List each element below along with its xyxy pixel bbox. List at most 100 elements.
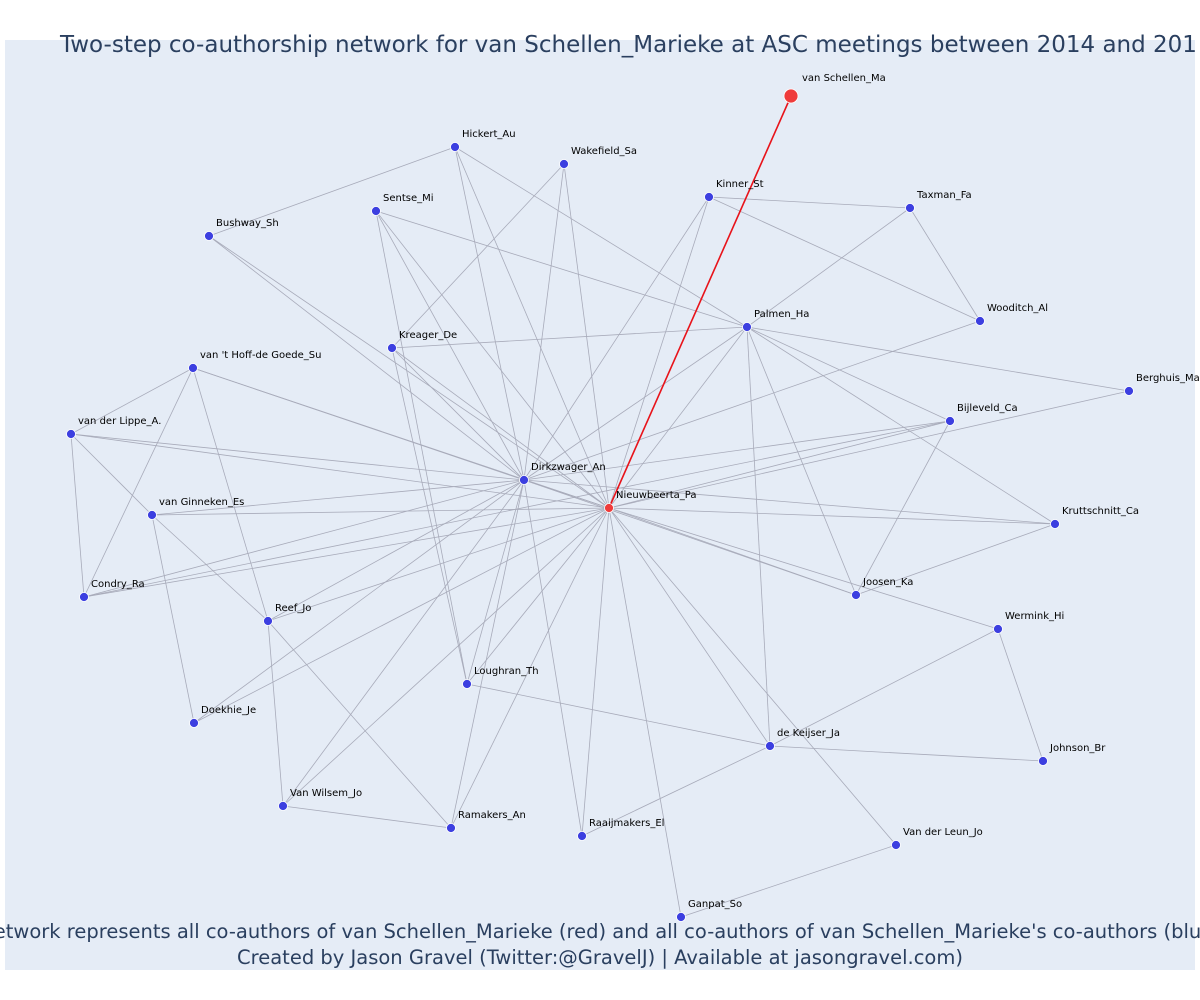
edge (608, 420, 951, 509)
node-label: Kinner_St (716, 179, 764, 190)
edge (193, 479, 525, 724)
edge (608, 390, 1130, 509)
edge (746, 326, 857, 596)
node-label: van Schellen_Ma (802, 73, 886, 84)
edge (375, 210, 610, 509)
node-label: van Ginneken_Es (159, 497, 244, 508)
node-label: Wooditch_Al (987, 303, 1048, 314)
node-label: Van der Leun_Jo (903, 827, 983, 838)
node (676, 912, 686, 922)
node-label: Taxman_Fa (916, 190, 972, 201)
edge (70, 433, 525, 481)
edge (466, 507, 610, 685)
edge (608, 507, 771, 747)
node-label: van 't Hoff-de Goede_Su (200, 350, 321, 361)
node (450, 142, 460, 152)
node-label: Sentse_Mi (383, 193, 434, 204)
node-label: Kreager_De (399, 330, 457, 341)
node (462, 679, 472, 689)
edge (608, 507, 682, 918)
node (742, 322, 752, 332)
edge (523, 479, 1056, 525)
edge (746, 326, 951, 422)
node-label: Ramakers_An (458, 810, 526, 821)
edge (997, 628, 1044, 762)
edge (151, 514, 269, 622)
node-label: van der Lippe_A. (78, 416, 161, 427)
footer-line: Network represents all co-authors of van… (0, 920, 1200, 943)
edge (909, 207, 981, 322)
node-label: Condry_Ra (91, 579, 145, 590)
edge (267, 479, 525, 622)
edge (391, 347, 468, 685)
edge (454, 146, 748, 328)
node (891, 840, 901, 850)
edge (581, 507, 610, 837)
node-label: Reef_Jo (275, 603, 311, 614)
node (704, 192, 714, 202)
node (975, 316, 985, 326)
node (993, 624, 1003, 634)
edge (391, 347, 525, 481)
node (765, 741, 775, 751)
node (559, 159, 569, 169)
edge (769, 745, 1044, 762)
node (604, 503, 614, 513)
edge (391, 347, 610, 509)
node-label: Raaijmakers_El (589, 818, 664, 829)
edge (523, 320, 981, 481)
node (519, 475, 529, 485)
node-label: Berghuis_Ma (1136, 373, 1200, 384)
node-label: Wakefield_Sa (571, 146, 637, 157)
edge (523, 479, 857, 596)
node (1050, 519, 1060, 529)
edges (70, 95, 1130, 918)
node-label: Johnson_Br (1049, 743, 1106, 754)
node (278, 801, 288, 811)
edge (193, 507, 610, 724)
node-label: Van Wilsem_Jo (290, 788, 362, 799)
node (204, 231, 214, 241)
edge (523, 163, 565, 481)
edge (151, 507, 610, 516)
nodes: van Schellen_Ma Hickert_Au Wakefield_Sa Kin… (66, 73, 1200, 922)
highlight-edge (608, 95, 792, 509)
node (263, 616, 273, 626)
edge (375, 210, 525, 481)
edge (523, 326, 748, 481)
edge (83, 507, 610, 598)
edge (450, 479, 525, 829)
node-label: Wermink_Hi (1005, 611, 1064, 622)
node (851, 590, 861, 600)
edge (391, 163, 565, 349)
node (387, 343, 397, 353)
edge (192, 367, 269, 622)
edge (855, 523, 1056, 596)
edge (746, 326, 1130, 392)
edge (746, 207, 911, 328)
edge (708, 196, 981, 322)
edge (608, 326, 748, 509)
node (905, 203, 915, 213)
node (147, 510, 157, 520)
footer-line: Created by Jason Gravel (Twitter:@Gravel… (237, 946, 963, 969)
edge (855, 420, 951, 596)
edge (746, 326, 1056, 525)
edge (746, 326, 771, 747)
edge (208, 146, 456, 237)
edge (523, 420, 951, 481)
edge (680, 844, 897, 918)
title: Two-step co-authorship network for van S… (59, 32, 1197, 58)
node-label: Joosen_Ka (862, 577, 913, 588)
edge (208, 235, 610, 509)
node (189, 718, 199, 728)
node (371, 206, 381, 216)
edge (83, 367, 194, 598)
edge (267, 507, 610, 622)
edge (192, 367, 525, 481)
node (1038, 756, 1048, 766)
edge (769, 628, 999, 747)
edge (608, 196, 710, 509)
node-label: Hickert_Au (462, 129, 516, 140)
